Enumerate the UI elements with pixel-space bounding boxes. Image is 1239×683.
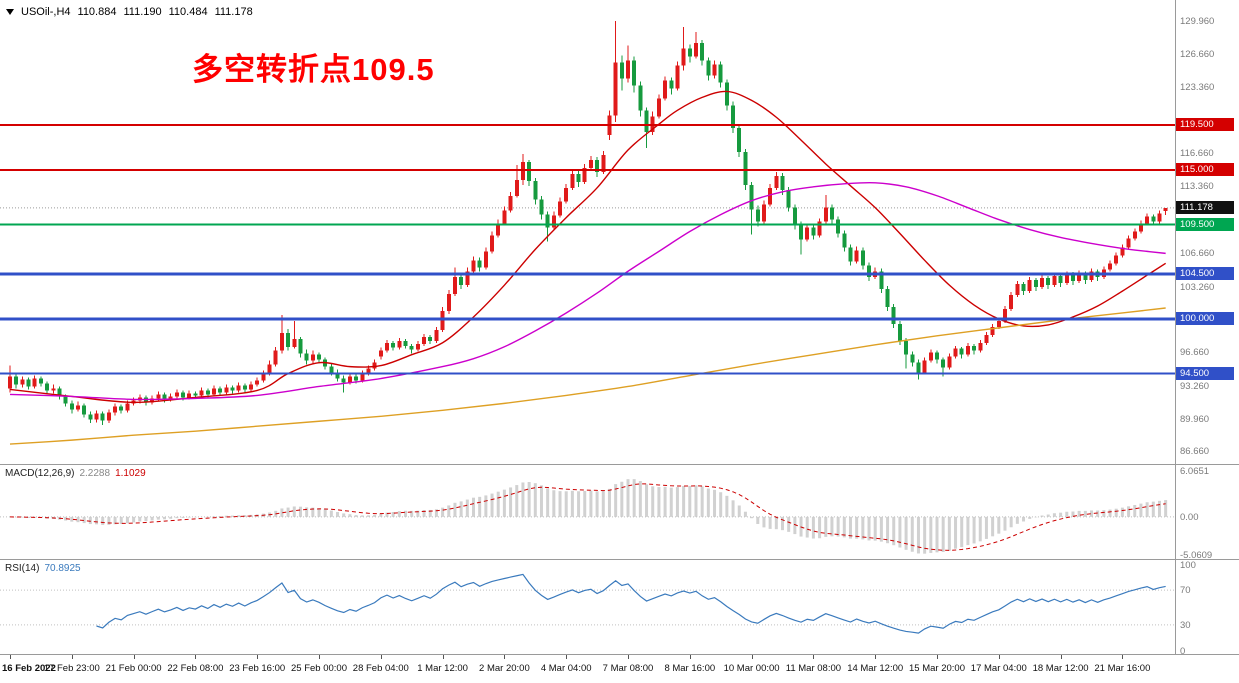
time-label: 23 Feb 16:00 [229,663,286,674]
price-tick: 93.260 [1180,380,1210,392]
time-label: 21 Mar 16:00 [1094,663,1151,674]
price-tick: 116.660 [1180,148,1214,160]
time-label: 14 Mar 12:00 [847,663,904,674]
panel-separator-macd-rsi[interactable] [0,559,1239,560]
price-level-badge: 119.500 [1176,118,1234,132]
rsi-value: 70.8925 [44,563,81,574]
macd-axis-min: -5.0609 [1180,550,1213,561]
time-tick [751,655,753,659]
price-level-badge: 104.500 [1176,267,1234,281]
ohlc-close: 111.178 [214,6,253,18]
panel-separator-rsi-timeaxis [0,654,1239,655]
time-label: 17 Mar 04:00 [970,663,1027,674]
time-tick [998,655,1000,659]
time-tick [875,655,877,659]
time-tick [71,655,73,659]
price-axis-separator [1175,0,1176,655]
time-tick [937,655,938,659]
time-tick [1122,655,1124,659]
time-label: 28 Feb 04:00 [352,663,409,674]
time-tick [813,655,815,659]
annotation-text[interactable]: 多空转折点109.5 [192,52,435,87]
ma-line-mid [9,181,1166,401]
rsi-axis-label: 100 [1180,560,1196,571]
ma-line-fast [9,90,1167,404]
rsi-line [96,573,1166,634]
price-tick: 126.660 [1180,49,1215,61]
ohlc-low: 110.484 [168,6,208,18]
time-label: 2 Mar 20:00 [479,663,530,674]
time-tick [504,655,506,659]
candles-layer [8,20,1168,426]
time-tick [689,655,691,659]
time-label: 1 Mar 12:00 [417,663,468,674]
macd-axis-zero: 0.00 [1180,511,1199,523]
time-label: 21 Feb 00:00 [105,663,162,674]
time-label: 16 Feb 2022 [2,663,56,674]
time-tick [442,655,444,659]
time-label: 10 Mar 00:00 [723,663,780,674]
price-tick: 123.360 [1180,81,1215,93]
time-label: 4 Mar 04:00 [540,663,592,674]
macd-name: MACD(12,26,9) [5,468,75,479]
rsi-axis-label: 30 [1180,619,1191,631]
price-tick: 89.960 [1180,413,1210,425]
time-tick [628,655,629,659]
time-tick [10,655,11,659]
time-tick [1060,655,1062,659]
macd-histogram [14,479,1168,554]
price-tick: 129.960 [1180,16,1215,28]
time-tick [257,655,259,659]
panel-separator-main-macd[interactable] [0,464,1239,465]
time-label: 25 Feb 00:00 [291,663,347,674]
macd-signal-value: 1.1029 [115,468,146,479]
price-level-badge: 94.500 [1176,366,1234,380]
time-axis[interactable]: 16 Feb 2022 17 Feb 23:00 21 Feb 00:00 22 Fe… [0,655,1239,683]
macd-main-value: 2.2288 [79,468,111,479]
price-tick: 96.660 [1180,347,1210,359]
time-label: 11 Mar 08:00 [785,663,842,674]
rsi-axis-label: 0 [1180,646,1186,657]
price-level-badge: 100.000 [1176,311,1234,325]
symbol-title: USOil-,H4 [21,6,71,18]
chart-header: USOil-,H4 110.884 111.190 110.484 111.17… [6,6,253,18]
time-tick [133,655,135,659]
time-label: 18 Mar 12:00 [1032,663,1089,674]
rsi-axis-label: 70 [1180,585,1191,597]
price-plot-svg[interactable] [0,0,1175,655]
time-label: 22 Feb 08:00 [167,663,224,674]
price-tick: 86.660 [1180,446,1210,458]
price-axis[interactable]: 129.960 126.660 123.360 116.660 113.360 106.6… [1176,0,1239,657]
price-level-badge: 115.000 [1176,162,1234,176]
collapse-arrow-icon[interactable] [6,9,14,15]
price-tick: 103.260 [1180,281,1215,293]
time-tick [195,655,197,659]
time-tick [380,655,382,659]
time-label: 7 Mar 08:00 [602,663,654,674]
time-label: 17 Feb 23:00 [43,663,100,674]
ohlc-open: 110.884 [77,6,117,18]
macd-axis-max: 6.0651 [1180,466,1210,477]
ohlc-high: 111.190 [123,6,162,18]
time-label: 15 Mar 20:00 [909,663,965,674]
rsi-name: RSI(14) [5,563,40,574]
time-tick [566,655,568,659]
current-price-badge: 111.178 [1176,200,1234,214]
time-label: 8 Mar 16:00 [664,663,716,674]
price-tick: 106.660 [1180,247,1215,259]
rsi-label: RSI(14) 70.8925 [5,563,81,574]
macd-signal-line [9,483,1166,551]
ma-line-slow [9,307,1166,445]
price-tick: 113.360 [1180,181,1214,193]
macd-label: MACD(12,26,9) 2.2288 1.1029 [5,468,146,479]
time-tick [319,655,320,659]
price-level-badge: 109.500 [1176,217,1234,231]
